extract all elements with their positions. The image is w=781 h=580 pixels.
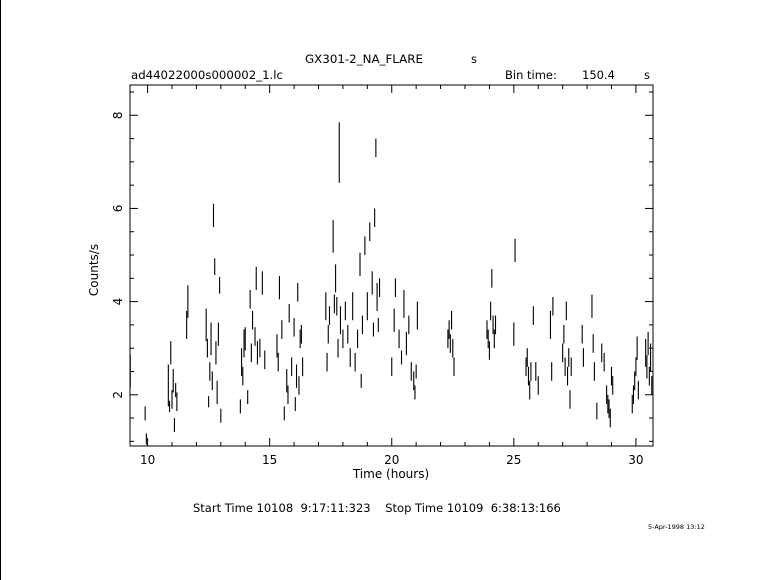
axis-ticks bbox=[130, 85, 653, 446]
filename-label: ad44022000s000002_1.lc bbox=[131, 68, 283, 82]
plot-timestamp: 5-Apr-1998 13:12 bbox=[648, 523, 705, 531]
y-axis-label: Counts/s bbox=[87, 244, 101, 296]
y-tick-label: 8 bbox=[111, 111, 125, 119]
bin-time-unit: s bbox=[644, 68, 650, 82]
chart-title-suffix: s bbox=[471, 52, 477, 66]
start-stop-time: Start Time 10108 9:17:11:323 Stop Time 1… bbox=[193, 501, 561, 515]
x-tick-label: 20 bbox=[384, 453, 399, 467]
y-tick-label: 4 bbox=[111, 298, 125, 306]
chart-title: GX301-2_NA_FLARE bbox=[305, 52, 423, 66]
x-tick-label: 30 bbox=[628, 453, 643, 467]
plot-frame bbox=[129, 84, 654, 447]
bin-time-value: 150.4 bbox=[582, 68, 615, 82]
bin-time-label: Bin time: bbox=[505, 68, 557, 82]
x-axis-label: Time (hours) bbox=[352, 467, 429, 481]
x-tick-label: 25 bbox=[506, 453, 521, 467]
x-tick-label: 15 bbox=[262, 453, 277, 467]
data-points bbox=[129, 122, 653, 445]
x-tick-label: 10 bbox=[140, 453, 155, 467]
y-tick-label: 2 bbox=[111, 391, 125, 399]
axis-tick-labels: 10 15 20 25 30 2 4 6 8 bbox=[111, 111, 644, 467]
y-tick-label: 6 bbox=[111, 205, 125, 213]
